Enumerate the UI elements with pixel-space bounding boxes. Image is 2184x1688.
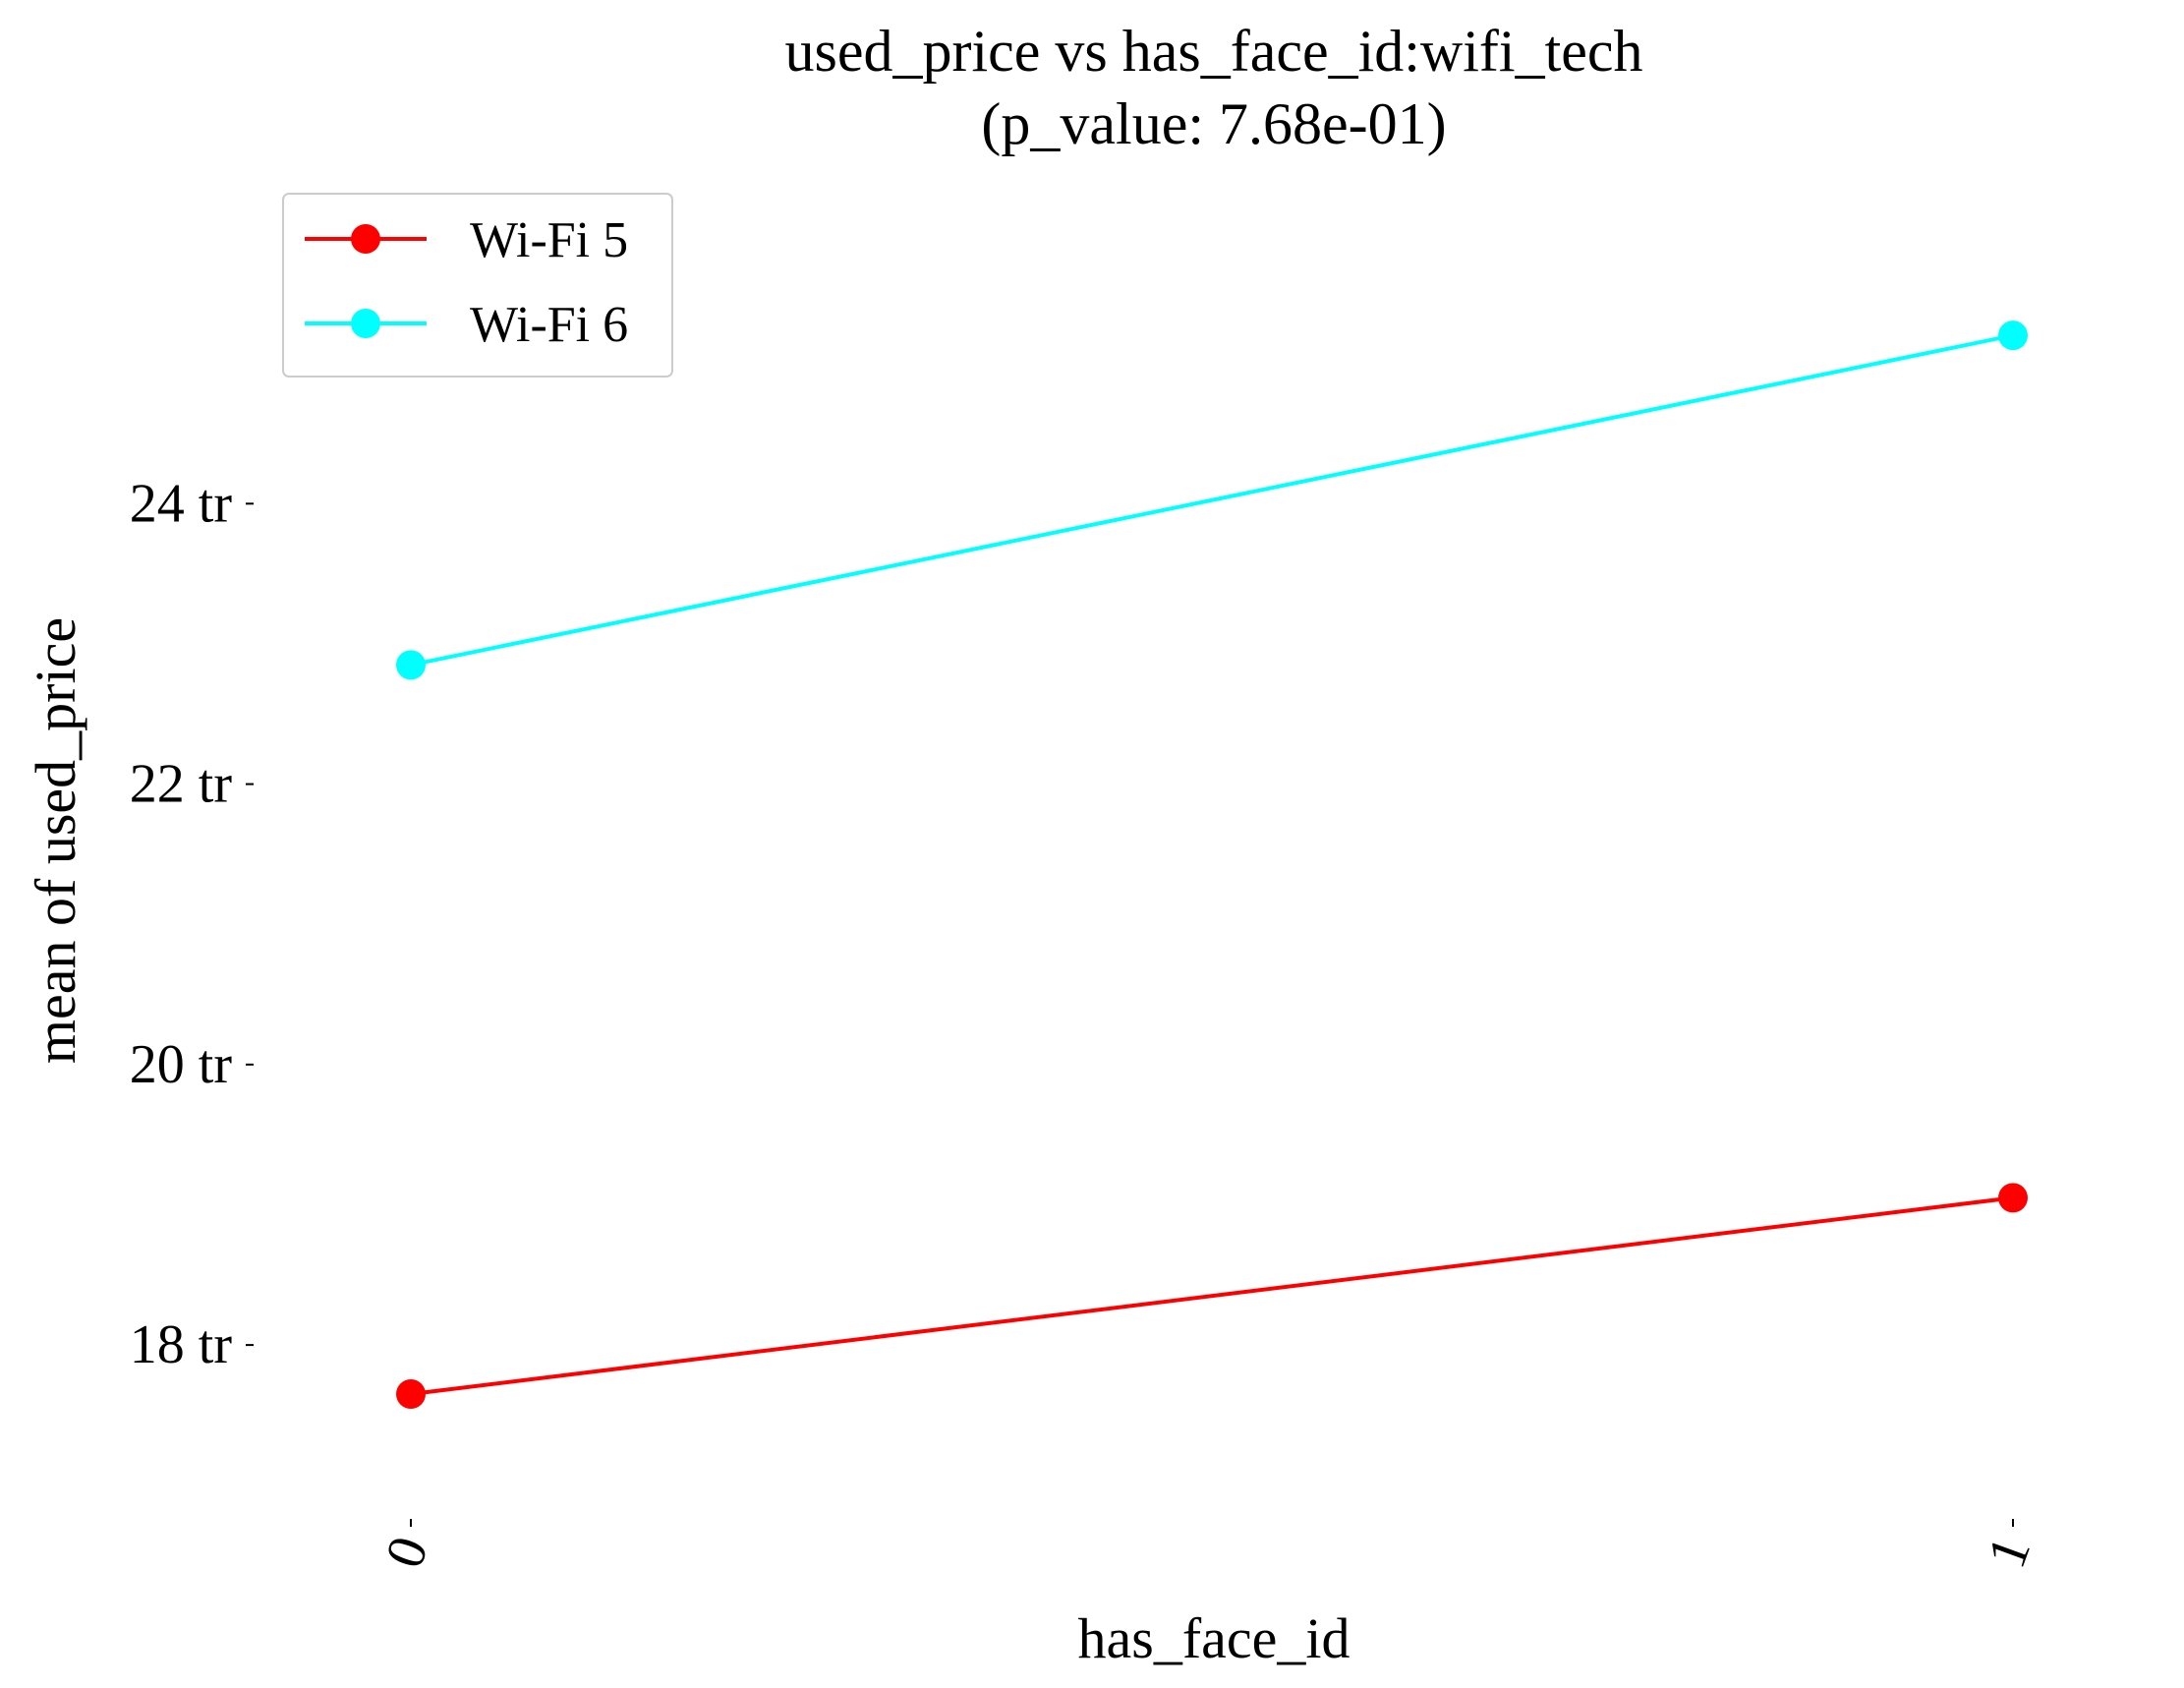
y-axis: 18 tr 20 tr 22 tr 24 tr: [130, 473, 254, 1375]
chart-title: used_price vs has_face_id:wifi_tech: [784, 19, 1642, 84]
data-point: [396, 1379, 426, 1410]
legend-marker: [351, 309, 380, 338]
y-tick-label: 22 tr: [130, 754, 233, 815]
x-tick-label: 0: [374, 1529, 440, 1576]
y-axis-label: mean of used_price: [24, 617, 87, 1064]
series-line: [410, 333, 2014, 668]
legend-label: Wi-Fi 6: [470, 297, 628, 353]
legend-item: Wi-Fi 5: [305, 212, 628, 268]
legend-item: Wi-Fi 6: [305, 297, 628, 353]
y-tick-label: 18 tr: [130, 1314, 233, 1375]
series-2: [396, 320, 2028, 680]
series-layer: [396, 320, 2028, 1410]
data-point: [396, 650, 426, 680]
data-point: [1998, 320, 2028, 351]
series-line: [410, 1195, 2014, 1397]
y-tick-label: 24 tr: [130, 473, 233, 534]
chart-subtitle: (p_value: 7.68e-01): [981, 91, 1446, 156]
legend-marker: [351, 224, 380, 254]
x-axis-label: has_face_id: [1078, 1606, 1351, 1670]
legend: Wi-Fi 5 Wi-Fi 6: [282, 193, 673, 378]
data-point: [1998, 1183, 2028, 1213]
y-tick-label: 20 tr: [130, 1034, 233, 1095]
legend-label: Wi-Fi 5: [470, 212, 628, 268]
series-1: [396, 1183, 2028, 1410]
x-tick-label: 1: [1976, 1529, 2042, 1576]
